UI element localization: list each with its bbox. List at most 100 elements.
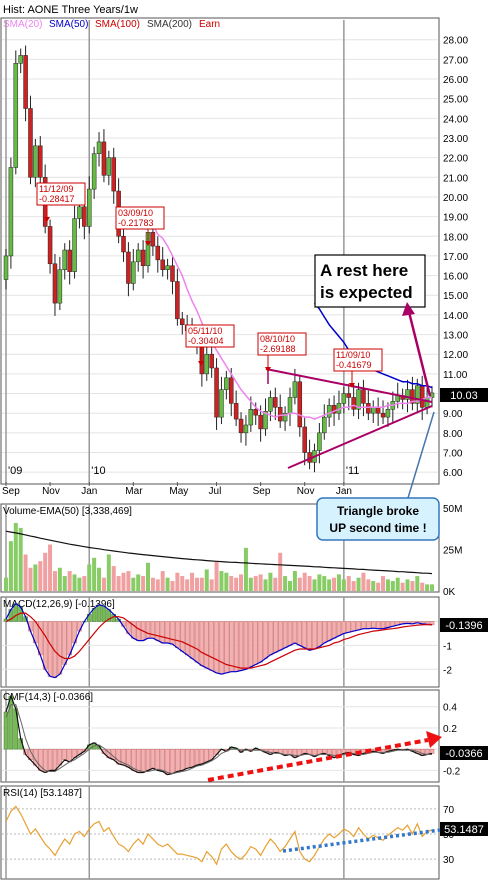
price-y-tick-label: 25.00: [443, 95, 468, 106]
macd-hist-bar: [263, 621, 268, 659]
macd-hist-bar: [42, 621, 48, 670]
candle-body: [38, 145, 43, 178]
cmf-hist-bar: [170, 748, 175, 774]
macd-hist-bar: [135, 621, 141, 641]
volume-bar: [322, 576, 327, 591]
volume-bar: [150, 577, 155, 591]
price-panel-frame: [0, 17, 440, 485]
earnings-pointer-head: [265, 367, 271, 372]
cmf-last-value: -0.0366: [445, 748, 482, 760]
volume-bar: [67, 571, 72, 591]
price-y-tick-label: 16.00: [443, 272, 468, 283]
price-y-tick-label: 14.00: [443, 311, 468, 322]
volume-bar: [390, 581, 395, 591]
macd-hist-bar: [209, 621, 214, 671]
macd-hist-bar: [380, 621, 386, 629]
price-x-tick-label: Mar: [125, 486, 143, 497]
candle-body: [302, 426, 307, 453]
price-y-tick-label: 15.00: [443, 291, 468, 302]
candle-body: [233, 403, 239, 420]
macd-hist-bar: [180, 621, 185, 652]
chart-title: Hist: AONE Three Years/1w: [3, 4, 138, 16]
volume-bar: [141, 576, 146, 591]
macd-hist-bar: [155, 621, 161, 641]
volume-bar: [239, 574, 244, 591]
volume-bar: [268, 572, 273, 591]
sma20-line: [142, 212, 432, 420]
earnings-date: 11/09/10: [336, 350, 370, 360]
macd-hist-bar: [370, 621, 376, 629]
volume-y-axis: 50M 25M 0K: [443, 504, 462, 598]
macd-hist-bar: [67, 621, 72, 656]
cmf-hist-bar: [62, 748, 68, 761]
volume-bar: [302, 572, 307, 591]
price-y-tick-label: 12.00: [443, 350, 468, 361]
earnings-box: [333, 348, 383, 372]
volume-bar: [425, 584, 430, 591]
volume-bar: [190, 572, 195, 591]
volume-bar: [92, 557, 97, 591]
price-y-tick-label: 22.00: [443, 154, 468, 165]
volume-bar: [28, 567, 33, 591]
cmf-hist-bar: [199, 748, 205, 765]
volume-bar: [278, 552, 283, 591]
volume-bar: [336, 574, 341, 591]
candle-body: [341, 393, 347, 404]
macd-hist-bar: [47, 621, 53, 677]
candle-body: [219, 389, 224, 418]
rsi-polyline: [5, 805, 433, 866]
macd-hist-bar: [277, 621, 283, 651]
candle-body: [419, 385, 425, 408]
price-y-tick-label: 13.00: [443, 331, 468, 342]
price-y-tick-label: 9.00: [443, 409, 463, 420]
macd-hist-bar: [194, 621, 200, 663]
earnings-box: [257, 332, 307, 356]
earnings-date: 11/12/09: [39, 184, 73, 194]
volume-label: Volume-EMA(50) [3,338,469]: [3, 506, 132, 517]
candle-body: [317, 432, 322, 451]
volume-bar: [199, 577, 204, 591]
macd-hist-bar: [366, 621, 371, 629]
candle-body: [361, 389, 366, 404]
year-label: '10: [91, 465, 105, 477]
earnings-pointer-head: [349, 383, 355, 388]
cmf-y-tick-label: 0.2: [443, 724, 457, 735]
triangle-lower-line: [287, 405, 433, 469]
candle-body: [28, 108, 33, 178]
price-y-tick-label: 7.00: [443, 449, 463, 460]
price-y-tick-label: 6.00: [443, 468, 463, 479]
candle-body: [175, 281, 180, 320]
price-x-tick-label: Sep: [253, 486, 271, 497]
macd-last-value: -0.1396: [445, 620, 482, 632]
volume-bar: [371, 581, 376, 591]
volume-bar: [38, 561, 43, 591]
candle-body: [209, 353, 214, 369]
earnings-value: -0.30404: [188, 336, 224, 346]
volume-bar: [430, 584, 434, 591]
candle-body: [375, 407, 381, 414]
candle-body: [57, 269, 63, 304]
volume-bar: [131, 577, 136, 591]
candle-body: [77, 206, 82, 219]
price-x-tick-label: Jan: [81, 486, 97, 497]
volume-bar: [317, 574, 322, 591]
macd-hist-bar: [297, 621, 303, 646]
candle-body: [126, 251, 131, 284]
cmf-hist-bar: [47, 748, 53, 771]
volume-bar: [170, 581, 175, 591]
macd-hist-bar: [101, 605, 107, 622]
last-price-box: [440, 388, 488, 402]
volume-bar: [248, 577, 253, 591]
cmf-hist-bar: [140, 748, 146, 773]
volume-bar: [146, 562, 150, 591]
candle-body: [91, 153, 97, 190]
volume-bar: [23, 554, 28, 591]
cmf-hist-bar: [180, 748, 185, 771]
volume-bar: [253, 576, 258, 591]
macd-hist-bar: [214, 621, 219, 674]
candle-body: [366, 403, 371, 414]
candle-body: [52, 263, 58, 304]
cmf-hist-bar: [135, 748, 141, 773]
volume-bar: [4, 577, 8, 591]
